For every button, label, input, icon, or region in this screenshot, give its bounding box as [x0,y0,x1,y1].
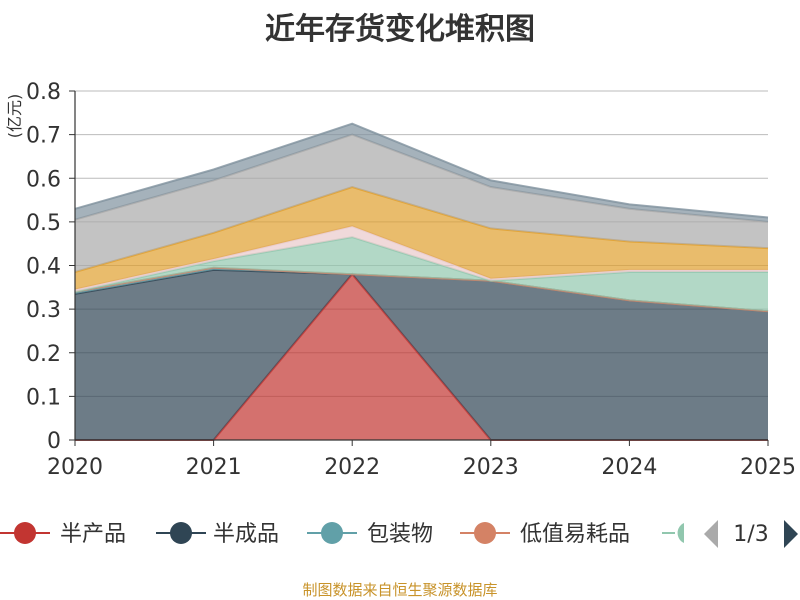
area-series-layer [74,122,769,441]
area-series-1 [75,269,768,440]
x-tick-label: 2022 [324,455,380,480]
y-tick-label: 0.2 [26,342,61,367]
x-tick-label: 2020 [47,455,103,480]
legend-marker [321,522,343,544]
axes: 0 0.1 0.2 0.3 0.4 0.5 0.6 0.7 0.8 2020 2021 2022 202… [5,80,796,480]
legend-page-indicator: 1/3 [733,522,768,547]
y-tick-label: 0.4 [26,255,61,280]
y-axis-label: (亿元) [5,94,24,139]
legend-item[interactable]: 低值易耗品 [460,522,630,547]
y-tick-label: 0.8 [26,80,61,105]
y-tick-label: 0 [47,429,61,454]
legend-item[interactable]: 包装物 [307,522,433,547]
source-note: 制图数据来自恒生聚源数据库 [302,581,498,599]
triangle-right-icon[interactable] [784,520,798,548]
legend-label: 低值易耗品 [520,522,630,547]
legend: 半产品 半成品 包装物 低值易耗品 1/3 [0,520,798,548]
legend-marker [677,523,684,543]
legend-label: 半产品 [60,522,126,547]
legend-item-partial[interactable] [662,523,684,543]
legend-label: 包装物 [367,522,433,547]
legend-label: 半成品 [213,522,279,547]
legend-marker [170,522,192,544]
x-tick-label: 2024 [601,455,657,480]
area-series-8 [75,123,768,222]
chart-title: 近年存货变化堆积图 [265,12,535,47]
y-tick-label: 0.3 [26,298,61,323]
x-tick-label: 2023 [463,455,519,480]
legend-marker [14,522,36,544]
y-tick-label: 0.5 [26,211,61,236]
y-tick-label: 0.1 [26,385,61,410]
series-line-8 [74,122,769,219]
legend-marker [474,522,496,544]
triangle-left-icon[interactable] [704,520,718,548]
x-tick-label: 2021 [186,455,242,480]
legend-item[interactable]: 半成品 [156,522,279,547]
x-tick-label: 2025 [740,455,796,480]
y-tick-label: 0.7 [26,124,61,149]
area-series-6 [75,187,768,290]
y-tick-label: 0.6 [26,167,61,192]
legend-item[interactable]: 半产品 [0,522,126,547]
